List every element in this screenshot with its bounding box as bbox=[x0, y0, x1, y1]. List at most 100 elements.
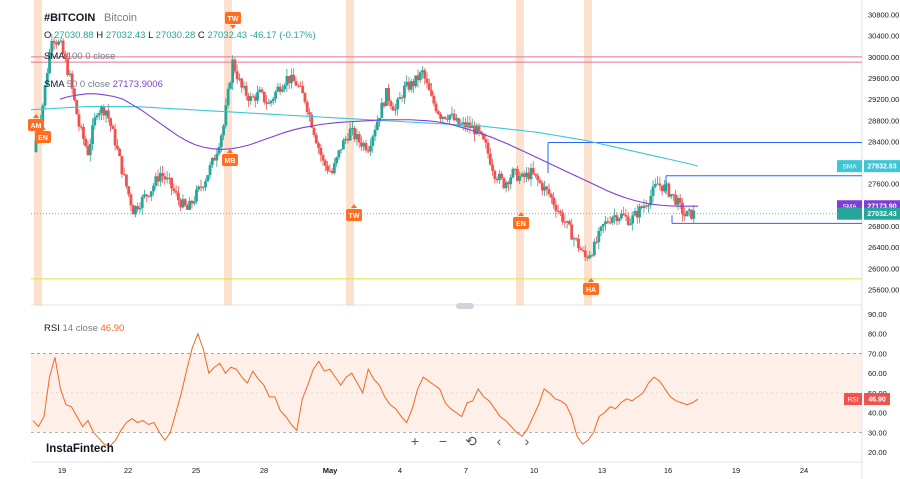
candle-body bbox=[491, 164, 494, 171]
candle-body bbox=[95, 115, 99, 118]
candle-body bbox=[626, 216, 630, 225]
event-marker-label: TW bbox=[228, 16, 239, 23]
candle-body bbox=[244, 85, 248, 96]
candle-body bbox=[640, 206, 644, 208]
candle-body bbox=[470, 125, 474, 129]
candle-body bbox=[633, 211, 637, 216]
candle-body bbox=[683, 214, 687, 217]
candle-body bbox=[253, 96, 257, 101]
candle-body bbox=[597, 230, 601, 243]
candle-body bbox=[326, 165, 329, 171]
candle-body bbox=[547, 189, 551, 195]
low-label: L bbox=[148, 30, 154, 41]
candle-body bbox=[543, 186, 546, 191]
candle-body bbox=[195, 189, 198, 202]
candle-body bbox=[382, 102, 386, 107]
candle-body bbox=[330, 170, 334, 174]
candle-body bbox=[149, 191, 153, 197]
candle-body bbox=[145, 194, 149, 196]
rsi-legend[interactable]: RSI 14 close 46.90 bbox=[44, 323, 124, 334]
candle-body bbox=[301, 85, 305, 94]
price-tag-value: 27932.63 bbox=[867, 164, 896, 171]
candle-body bbox=[509, 177, 513, 185]
rsi-tick-label: 60.00 bbox=[868, 369, 887, 378]
candle-body bbox=[84, 138, 88, 146]
candle-body bbox=[549, 194, 553, 198]
candle-body bbox=[595, 241, 598, 243]
candle-body bbox=[400, 97, 404, 99]
candle-body bbox=[238, 78, 241, 80]
candle-body bbox=[604, 221, 607, 224]
rsi-tick-label: 20.00 bbox=[868, 448, 887, 457]
candle-body bbox=[387, 88, 391, 101]
candle-body bbox=[436, 111, 440, 115]
candle-body bbox=[348, 128, 352, 141]
candle-body bbox=[375, 121, 379, 130]
candle-body bbox=[681, 202, 684, 215]
candle-body bbox=[125, 174, 128, 187]
candle-body bbox=[690, 209, 693, 219]
zoom-in-button[interactable]: + bbox=[410, 433, 420, 449]
candle-body bbox=[545, 186, 549, 190]
price-tag-value-bg bbox=[864, 160, 900, 173]
candle-body bbox=[242, 85, 246, 88]
open-value: 27030.88 bbox=[54, 30, 94, 41]
event-arrow-icon bbox=[588, 278, 594, 282]
candle-body bbox=[190, 200, 194, 204]
candle-body bbox=[685, 210, 689, 217]
candle-body bbox=[527, 172, 531, 180]
rsi-params: 14 close bbox=[62, 323, 98, 334]
candle-body bbox=[276, 86, 280, 92]
candle-body bbox=[674, 194, 678, 205]
candle-body bbox=[558, 211, 562, 213]
event-marker-badge bbox=[513, 217, 529, 229]
candle-body bbox=[622, 213, 626, 216]
candle-body bbox=[421, 70, 424, 73]
scroll-left-button[interactable]: ‹ bbox=[496, 433, 502, 449]
candle-body bbox=[213, 157, 216, 161]
price-tick-label: 29600.00 bbox=[868, 74, 899, 83]
zoom-out-button[interactable]: − bbox=[438, 433, 448, 449]
sma100-legend[interactable]: SMA 100 0 close bbox=[44, 51, 115, 62]
candle-body bbox=[86, 145, 90, 156]
time-tick-label: 28 bbox=[260, 466, 268, 475]
candle-body bbox=[592, 241, 596, 256]
candle-body bbox=[678, 197, 682, 203]
candle-body bbox=[687, 209, 691, 211]
candle-body bbox=[249, 96, 253, 101]
candle-body bbox=[500, 173, 504, 179]
candle-body bbox=[321, 155, 325, 161]
candle-body bbox=[477, 125, 481, 132]
reset-chart-button[interactable]: ⟲ bbox=[465, 432, 477, 449]
candle-body bbox=[290, 74, 293, 84]
candle-body bbox=[210, 157, 214, 166]
candle-body bbox=[61, 40, 65, 54]
sma50-legend[interactable]: SMA 50 0 close 27173.9006 bbox=[44, 79, 163, 90]
price-tick-label: 28800.00 bbox=[868, 116, 899, 125]
candle-body bbox=[393, 108, 397, 111]
sma50-value: 27173.9006 bbox=[112, 79, 163, 90]
candle-body bbox=[319, 147, 323, 156]
candle-body bbox=[443, 116, 447, 119]
candle-body bbox=[373, 129, 377, 137]
candle-body bbox=[48, 52, 51, 74]
price-tick-label: 26000.00 bbox=[868, 264, 899, 273]
candle-body bbox=[118, 148, 122, 157]
candle-body bbox=[265, 102, 268, 104]
sma100-params: 100 0 close bbox=[66, 51, 116, 62]
sma100-label: SMA bbox=[44, 51, 65, 62]
candle-body bbox=[522, 173, 526, 177]
symbol-name: Bitcoin bbox=[103, 12, 138, 24]
candle-body bbox=[267, 103, 271, 105]
scroll-right-button[interactable]: › bbox=[524, 433, 530, 449]
candle-body bbox=[667, 183, 671, 197]
candle-body bbox=[305, 102, 309, 113]
candle-body bbox=[215, 153, 219, 161]
event-marker-badge bbox=[583, 283, 599, 295]
sma50-line bbox=[59, 93, 699, 207]
time-tick-label: May bbox=[323, 466, 338, 475]
candle-body bbox=[120, 156, 124, 175]
event-arrow-icon bbox=[518, 212, 524, 216]
candle-body bbox=[91, 125, 94, 145]
